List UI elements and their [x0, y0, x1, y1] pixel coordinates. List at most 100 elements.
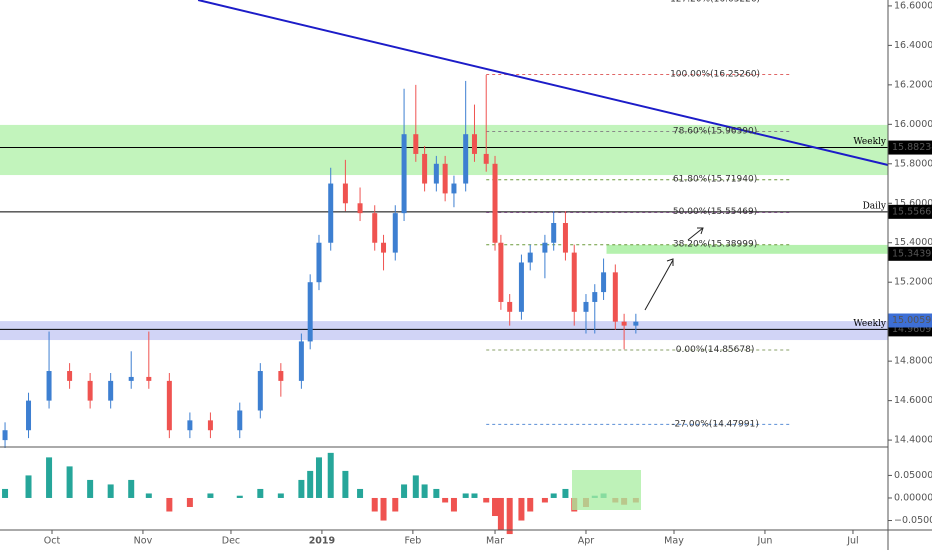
- arrow-head: [666, 258, 674, 266]
- fib-label: 127.20%(16.63226): [670, 0, 760, 5]
- candle-body: [471, 134, 477, 154]
- candle-body: [542, 242, 548, 253]
- level-name: Daily: [863, 201, 887, 211]
- level-name: Weekly: [853, 137, 887, 147]
- x-tick-label: Oct: [44, 536, 61, 547]
- macd-bar: [506, 497, 513, 535]
- x-tick-label: Mar: [486, 536, 504, 547]
- candle-body: [381, 242, 387, 253]
- candle-body: [562, 223, 568, 253]
- candle-body: [257, 371, 263, 411]
- y-tick-label: 14.40000: [894, 435, 932, 446]
- arrow: [687, 227, 704, 241]
- y-tick-label: 16.00000: [894, 119, 932, 130]
- y-tick-label: 14.60000: [894, 395, 932, 406]
- macd-bar: [518, 497, 525, 521]
- x-tick-label: Jul: [846, 536, 858, 547]
- candle-body: [507, 301, 513, 312]
- candle-body: [372, 213, 378, 243]
- zone: [606, 244, 888, 254]
- candle-body: [316, 242, 322, 283]
- macd-bar: [277, 493, 284, 498]
- x-tick-label: Jun: [757, 536, 773, 547]
- candle-body: [342, 183, 348, 204]
- zones-layer: [0, 124, 888, 341]
- candle-body: [527, 252, 533, 263]
- macd-bar: [207, 493, 214, 498]
- candle-body: [433, 163, 439, 184]
- macd-bar: [128, 479, 135, 498]
- macd-bar: [257, 488, 264, 498]
- candle-body: [87, 380, 93, 401]
- candle-body: [46, 371, 52, 401]
- candle-body: [492, 163, 498, 243]
- candle-body: [483, 153, 489, 164]
- price-tag-label: 14.96099: [892, 324, 932, 335]
- macd-bar: [46, 457, 53, 498]
- macd-bar: [307, 470, 314, 498]
- zone: [0, 321, 888, 341]
- y-tick-label: 15.20000: [894, 277, 932, 288]
- y-tick-label: 15.40000: [894, 237, 932, 248]
- fib-label: 38.20%(15.38999): [673, 240, 757, 250]
- candle-body: [2, 430, 8, 441]
- candle-body: [633, 321, 639, 326]
- candle-body: [187, 420, 193, 431]
- macd-bar: [298, 479, 305, 498]
- candle-body: [612, 272, 618, 322]
- candle-body: [401, 134, 407, 214]
- y-tick-label: 16.20000: [894, 79, 932, 90]
- macd-bar: [236, 495, 243, 498]
- lines-layer: [0, 0, 889, 425]
- macd-bar: [87, 479, 94, 498]
- macd-bar: [550, 493, 557, 498]
- macd-bar: [357, 488, 364, 498]
- macd-bar: [327, 452, 334, 498]
- price-tag-label: 15.34396: [892, 248, 932, 259]
- macd-bar: [462, 493, 469, 498]
- candle-body: [128, 376, 134, 381]
- x-tick-label: Apr: [578, 536, 595, 547]
- candle-body: [621, 321, 627, 326]
- macd-bar: [380, 497, 387, 521]
- macd-bar: [421, 484, 428, 498]
- macd-bar: [497, 497, 504, 530]
- macd-bar: [315, 457, 322, 498]
- macd-bar: [433, 488, 440, 498]
- macd-bar: [541, 497, 548, 503]
- macd-bar: [186, 497, 193, 507]
- x-tick-label: May: [664, 536, 684, 547]
- candle-body: [422, 153, 428, 184]
- candle-body: [298, 341, 304, 381]
- candle-body: [26, 400, 32, 431]
- x-tick-label: 2019: [309, 536, 335, 547]
- candle-body: [67, 371, 73, 381]
- candle-body: [551, 223, 557, 243]
- level-name: Weekly: [853, 319, 887, 329]
- price-tag: [888, 204, 932, 219]
- candle-body: [518, 262, 524, 312]
- x-tick-label: Feb: [404, 536, 421, 547]
- fib-label: 78.60%(15.96390): [673, 126, 757, 136]
- y-tick-label: 14.80000: [894, 356, 932, 367]
- macd-bar: [527, 497, 534, 512]
- fib-label: 100.00%(16.25260): [670, 69, 760, 79]
- price-tag: [888, 140, 932, 155]
- candle-body: [307, 282, 313, 342]
- macd-bar: [412, 475, 419, 498]
- candle-body: [146, 376, 152, 381]
- macd-bar: [25, 475, 32, 498]
- y-tick-label: 15.60000: [894, 198, 932, 209]
- candle-body: [451, 183, 457, 194]
- candle-body: [392, 213, 398, 253]
- macd-bar: [562, 488, 569, 498]
- macd-bar: [66, 466, 73, 498]
- candle-body: [108, 380, 114, 401]
- candle-body: [442, 163, 448, 194]
- trendline: [197, 0, 889, 166]
- macd-y-tick-label: 0.05000: [894, 470, 932, 481]
- macd-bar: [166, 497, 173, 512]
- y-tick-label: 16.40000: [894, 40, 932, 51]
- candle-body: [278, 371, 284, 381]
- fib-label: 50.00%(15.55469): [673, 207, 757, 217]
